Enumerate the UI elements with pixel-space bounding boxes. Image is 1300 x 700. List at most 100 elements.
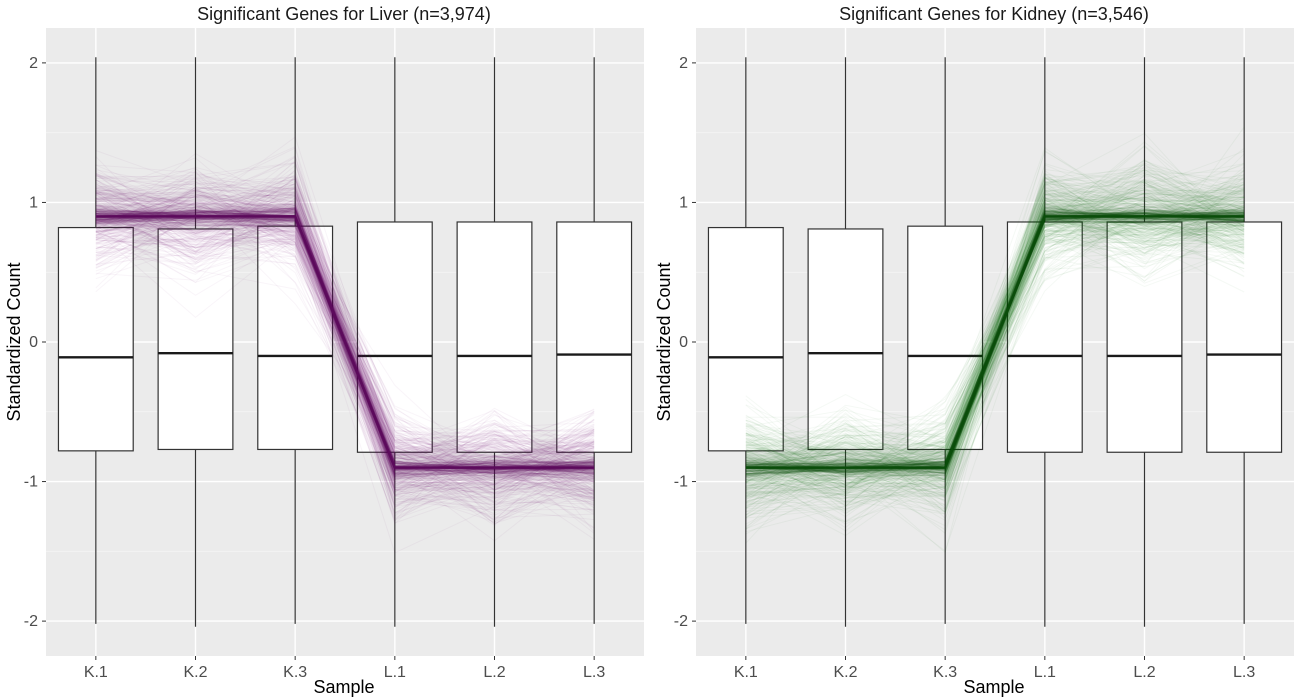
liver-gene-profile-line: [95, 237, 595, 502]
liver-gene-profile-line: [95, 203, 595, 506]
liver-gene-profile-line: [95, 183, 595, 465]
kidney-gene-profile-line: [745, 212, 1245, 473]
kidney-gene-profile-line: [745, 212, 1245, 481]
liver-gene-profile-line: [95, 174, 595, 474]
kidney-gene-profile-line: [745, 202, 1245, 483]
liver-y-tick-label: -2: [24, 613, 38, 630]
kidney-gene-profile-line: [745, 200, 1245, 447]
kidney-gene-profile-line: [745, 211, 1245, 481]
liver-gene-profile-line: [95, 210, 595, 475]
liver-gene-profile-line: [95, 205, 595, 512]
liver-gene-profile-line: [95, 210, 595, 473]
liver-gene-profile-line: [95, 199, 595, 488]
liver-gene-profile-line: [95, 186, 595, 497]
kidney-gene-profile-line: [745, 211, 1245, 508]
liver-gene-profile-line: [95, 170, 595, 493]
liver-gene-profile-line: [95, 200, 595, 468]
kidney-gene-profile-line: [745, 179, 1245, 517]
kidney-gene-profile-line: [745, 210, 1245, 494]
liver-gene-profile-line: [95, 198, 595, 514]
kidney-gene-profile-line: [745, 219, 1245, 511]
kidney-gene-profile-line: [745, 182, 1245, 515]
liver-gene-profile-line: [95, 216, 595, 476]
liver-gene-profile-line: [95, 186, 595, 503]
liver-gene-profile-line: [95, 215, 595, 501]
liver-gene-profile-line: [95, 222, 595, 524]
kidney-gene-profile-line: [745, 173, 1245, 499]
liver-gene-profile-line: [95, 204, 595, 468]
kidney-gene-profile-line: [745, 190, 1245, 466]
kidney-gene-profile-line: [745, 163, 1245, 493]
liver-gene-profile-line: [95, 176, 595, 493]
liver-gene-profile-line: [95, 213, 595, 504]
liver-gene-profile-line: [95, 204, 595, 485]
liver-gene-profile-line: [95, 207, 595, 475]
liver-gene-profile-line: [95, 161, 595, 493]
liver-gene-profile-line: [95, 222, 595, 486]
kidney-gene-profile-line: [745, 168, 1245, 496]
liver-gene-profile-line: [95, 173, 595, 509]
liver-gene-profile-line: [95, 193, 595, 494]
liver-gene-profile-line: [95, 202, 595, 514]
kidney-gene-profile-line: [745, 201, 1245, 478]
liver-gene-profile-line: [95, 187, 595, 521]
kidney-gene-profile-line: [745, 193, 1245, 484]
liver-gene-profile-line: [95, 229, 595, 462]
kidney-gene-profile-line: [745, 189, 1245, 506]
kidney-gene-profile-line: [745, 184, 1245, 471]
liver-gene-profile-line: [95, 215, 595, 524]
kidney-gene-profile-line: [745, 182, 1245, 477]
liver-gene-profile-line: [95, 190, 595, 500]
kidney-gene-profile-line: [745, 162, 1245, 554]
kidney-y-tick-label: 2: [679, 55, 688, 72]
kidney-gene-profile-line: [745, 189, 1245, 488]
kidney-gene-profile-line: [745, 160, 1245, 518]
liver-gene-profile-line: [95, 168, 595, 477]
kidney-gene-profile-line: [745, 200, 1245, 511]
kidney-gene-profile-line: [745, 202, 1245, 486]
liver-gene-profile-line: [95, 183, 595, 511]
liver-gene-profile-line: [95, 215, 595, 493]
liver-gene-profile-line: [95, 155, 595, 502]
liver-gene-profile-line: [95, 208, 595, 479]
liver-gene-profile-line: [95, 219, 595, 492]
kidney-gene-profile-line: [745, 196, 1245, 484]
kidney-gene-profile-line: [745, 212, 1245, 487]
liver-gene-profile-line: [95, 212, 595, 486]
liver-gene-profile-line: [95, 186, 595, 483]
liver-gene-profile-line: [95, 190, 595, 482]
kidney-gene-profile-line: [745, 196, 1245, 533]
liver-y-axis-title: Standardized Count: [4, 262, 24, 421]
liver-gene-profile-line: [95, 219, 595, 516]
kidney-gene-profile-line: [745, 210, 1245, 467]
liver-gene-profile-line: [95, 176, 595, 485]
liver-gene-profile-line: [95, 219, 595, 456]
liver-gene-profile-line: [95, 172, 595, 486]
kidney-y-axis-title: Standardized Count: [654, 262, 674, 421]
kidney-gene-profile-line: [745, 199, 1245, 469]
kidney-gene-profile-line: [745, 205, 1245, 477]
kidney-gene-profile-line: [745, 214, 1245, 475]
kidney-gene-profile-line: [745, 177, 1245, 484]
liver-gene-profile-line: [95, 191, 595, 499]
kidney-gene-profile-line: [745, 197, 1245, 467]
liver-gene-profile-line: [95, 175, 595, 515]
kidney-gene-profile-line: [745, 209, 1245, 473]
liver-gene-profile-line: [95, 194, 595, 475]
kidney-gene-profile-line: [745, 170, 1245, 453]
kidney-gene-profile-line: [745, 181, 1245, 483]
liver-gene-profile-line: [95, 198, 595, 506]
liver-gene-profile-line: [95, 190, 595, 472]
liver-gene-profile-line: [95, 173, 595, 459]
kidney-gene-profile-line: [745, 187, 1245, 499]
liver-gene-profile-line: [95, 218, 595, 491]
liver-gene-profile-line: [95, 181, 595, 458]
kidney-gene-profile-line: [745, 187, 1245, 507]
kidney-gene-profile-line: [745, 210, 1245, 468]
liver-gene-profile-line: [95, 205, 595, 521]
kidney-gene-profile-line: [745, 162, 1245, 515]
liver-gene-profile-line: [95, 175, 595, 523]
liver-gene-profile-line: [95, 194, 595, 497]
kidney-gene-profile-line: [745, 213, 1245, 485]
